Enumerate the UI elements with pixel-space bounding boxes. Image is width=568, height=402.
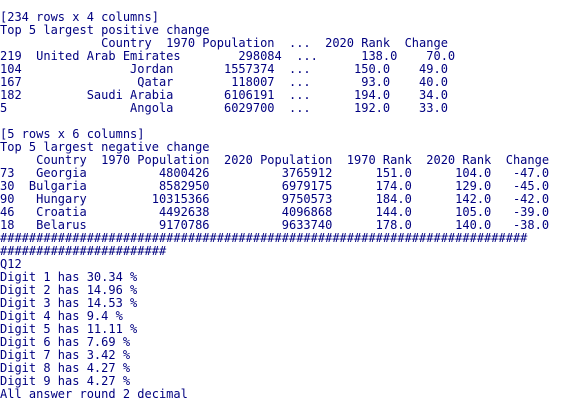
console-line: Digit 4 has 9.4 % — [0, 309, 123, 323]
console-line: 46 Croatia 4492638 4096868 144.0 105.0 -… — [0, 205, 550, 219]
console-line: Digit 9 has 4.27 % — [0, 374, 131, 388]
console-line: [234 rows x 4 columns] — [0, 11, 159, 24]
console-line: ########################################… — [0, 231, 528, 245]
console-line: [5 rows x 6 columns] — [0, 127, 145, 141]
console-line: 5 Angola 6029700 ... 192.0 33.0 — [0, 101, 448, 115]
console-line: Q12 — [0, 257, 22, 271]
console-line: Country 1970 Population 2020 Population … — [0, 153, 550, 167]
console-line: Digit 7 has 3.42 % — [0, 348, 131, 362]
console-line: Digit 3 has 14.53 % — [0, 296, 138, 310]
console-line: Country 1970 Population ... 2020 Rank Ch… — [0, 36, 448, 50]
console-line: Digit 5 has 11.11 % — [0, 322, 138, 336]
console-line: 167 Qatar 118007 ... 93.0 40.0 — [0, 75, 448, 89]
console-line: 219 United Arab Emirates 298084 ... 138.… — [0, 49, 456, 63]
console-line: 73 Georgia 4800426 3765912 151.0 104.0 -… — [0, 166, 550, 180]
console-line: Digit 6 has 7.69 % — [0, 335, 131, 349]
console-line: Digit 2 has 14.96 % — [0, 283, 138, 297]
console-line: All answer round 2 decimal — [0, 387, 188, 401]
console-line: Top 5 largest negative change — [0, 140, 210, 154]
console-line: Top 5 largest positive change — [0, 23, 210, 37]
console-line: Digit 1 has 30.34 % — [0, 270, 138, 284]
console-line: 30 Bulgaria 8582950 6979175 174.0 129.0 … — [0, 179, 550, 193]
console-line: 18 Belarus 9170786 9633740 178.0 140.0 -… — [0, 218, 550, 232]
console-line: 90 Hungary 10315366 9750573 184.0 142.0 … — [0, 192, 550, 206]
console-output: [234 rows x 4 columns] Top 5 largest pos… — [0, 11, 568, 402]
console-line: ####################### — [0, 244, 167, 258]
console-line: 104 Jordan 1557374 ... 150.0 49.0 — [0, 62, 448, 76]
console-line: 182 Saudi Arabia 6106191 ... 194.0 34.0 — [0, 88, 448, 102]
console-line: Digit 8 has 4.27 % — [0, 361, 131, 375]
